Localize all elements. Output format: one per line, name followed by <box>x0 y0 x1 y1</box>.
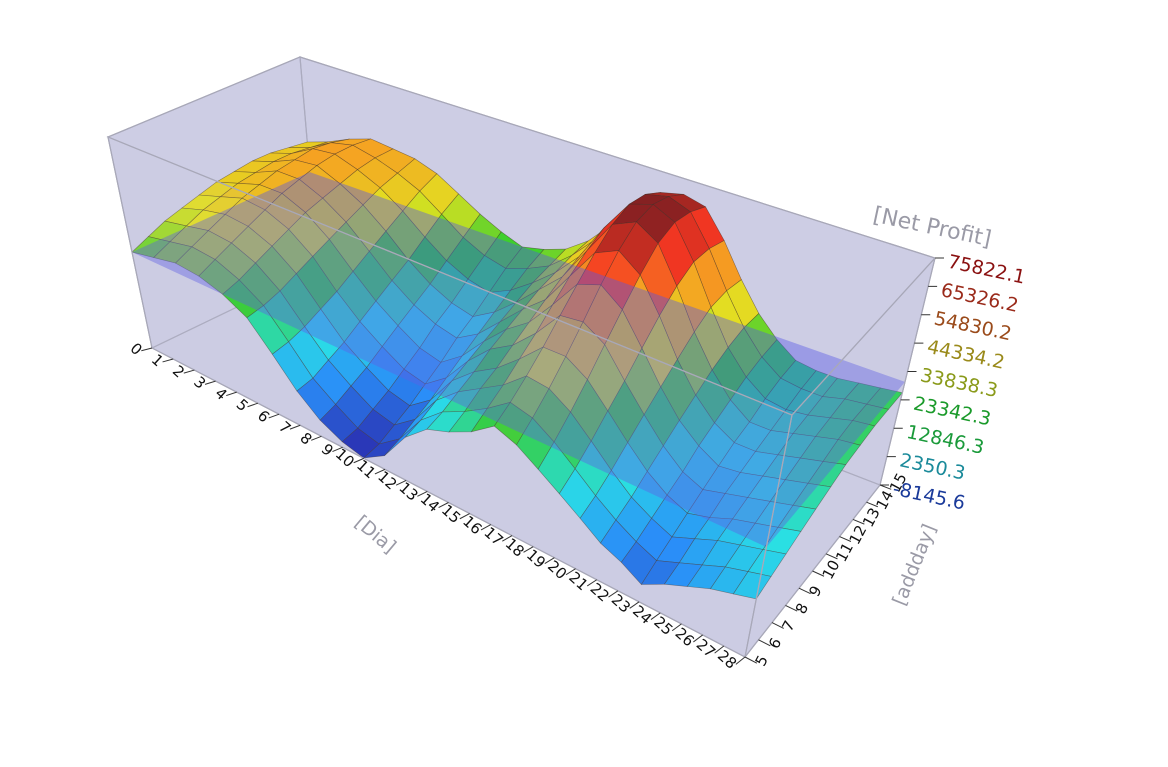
y-axis-title: [addday] <box>888 521 940 609</box>
x-tick <box>289 424 301 430</box>
x-tick <box>459 513 470 520</box>
x-tick <box>565 568 576 576</box>
x-tick <box>629 601 640 609</box>
y-tick <box>771 622 784 629</box>
x-tick <box>523 546 534 553</box>
x-tick <box>226 391 237 397</box>
x-tick <box>204 380 216 385</box>
y-tick-label: 8 <box>792 600 812 617</box>
x-tick <box>374 468 386 475</box>
x-tick <box>417 491 428 497</box>
x-tick <box>395 479 407 486</box>
x-tick <box>544 557 555 564</box>
reference-plane <box>132 172 905 548</box>
y-tick <box>879 484 892 490</box>
y-tick <box>839 536 852 542</box>
y-tick-label: 5 <box>751 652 771 669</box>
x-tick <box>268 413 280 419</box>
x-tick <box>671 623 682 632</box>
y-tick <box>812 570 825 577</box>
x-tick <box>247 402 259 408</box>
surface <box>131 138 905 600</box>
x-tick <box>480 524 492 531</box>
y-tick <box>744 656 758 664</box>
box-front <box>106 56 937 658</box>
y-tick <box>785 604 798 612</box>
x-tick-label: 6 <box>254 406 273 426</box>
x-tick-label: 1 <box>148 350 167 370</box>
x-tick-label: 5 <box>233 395 252 415</box>
y-tick <box>825 553 838 560</box>
x-tick-label: 3 <box>190 373 209 393</box>
y-tick <box>866 501 878 508</box>
surface-cell <box>732 571 772 600</box>
x-tick-label: 8 <box>296 429 315 449</box>
y-tick-label: 9 <box>805 583 825 600</box>
x-tick <box>650 612 661 620</box>
x-tick-label: 0 <box>127 339 146 359</box>
x-tick <box>311 435 322 441</box>
x-tick <box>735 656 746 665</box>
x-tick <box>141 347 153 352</box>
x-tick-label: 4 <box>211 384 230 404</box>
x-tick <box>714 645 725 654</box>
y-tick <box>852 518 865 525</box>
y-tick-label: 7 <box>778 618 798 635</box>
y-tick <box>758 639 771 647</box>
x-tick <box>502 535 513 542</box>
x-tick <box>608 590 619 598</box>
x-tick <box>353 457 364 464</box>
x-tick <box>162 358 174 363</box>
x-tick-label: 2 <box>169 362 188 382</box>
y-tick-label: 6 <box>765 635 785 652</box>
x-tick <box>693 634 703 643</box>
x-tick <box>332 446 343 453</box>
y-tick <box>798 587 811 595</box>
x-tick <box>586 579 598 587</box>
x-tick-label: 7 <box>275 418 294 438</box>
x-tick <box>183 369 195 374</box>
x-tick <box>438 502 449 508</box>
x-axis-title: [Dia] <box>350 511 400 558</box>
z-tick-label: -8145.6 <box>891 478 967 515</box>
